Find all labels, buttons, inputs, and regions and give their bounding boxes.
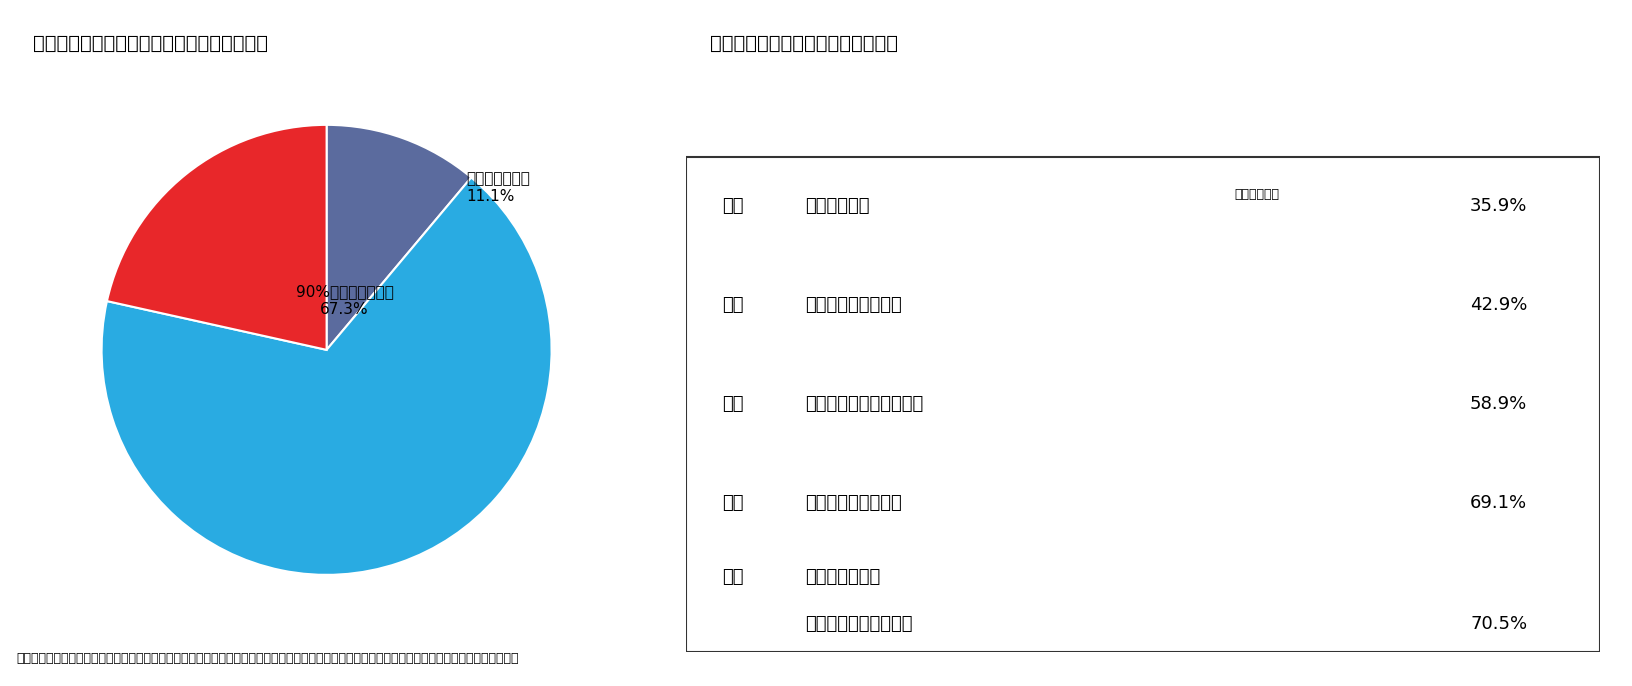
Text: 70.5%: 70.5%: [1469, 615, 1526, 633]
Text: 全てコンプライ
11.1%: 全てコンプライ 11.1%: [465, 172, 530, 204]
Text: 90%未満
21.5%: 90%未満 21.5%: [199, 248, 251, 281]
Text: 【図表１】東証１・２部企業のコンプライ率: 【図表１】東証１・２部企業のコンプライ率: [33, 34, 268, 54]
Text: 取締役会評価: 取締役会評価: [805, 197, 868, 215]
Text: 58.9%: 58.9%: [1469, 395, 1526, 413]
Text: 42.9%: 42.9%: [1469, 296, 1526, 314]
Text: ４．: ４．: [721, 494, 744, 512]
Wedge shape: [326, 125, 472, 350]
Text: 指名・報酬への: 指名・報酬への: [805, 569, 880, 587]
Text: ５．: ５．: [721, 569, 744, 587]
Wedge shape: [106, 125, 326, 350]
Text: ２．: ２．: [721, 296, 744, 314]
Text: 議決権の電子行使等: 議決権の電子行使等: [805, 296, 901, 314]
Wedge shape: [101, 178, 552, 575]
Text: 【図表２】コンプライ率の低い原則: 【図表２】コンプライ率の低い原則: [710, 34, 898, 54]
Text: 90%以上コンプライ
67.3%: 90%以上コンプライ 67.3%: [295, 284, 393, 316]
Text: 中長期業績連動報酬: 中長期業績連動報酬: [805, 494, 901, 512]
Text: 独立社外取締役２名選任: 独立社外取締役２名選任: [805, 395, 922, 413]
Text: いずれも「金融庁第７回『スチュワードシップ・コード及びコーポレートガバナンス・コードのフォローアップ会議』資料２」（東証）より筆者作成: いずれも「金融庁第７回『スチュワードシップ・コード及びコーポレートガバナンス・コ…: [16, 652, 519, 665]
Text: 35.9%: 35.9%: [1469, 197, 1526, 215]
Text: 69.1%: 69.1%: [1469, 494, 1526, 512]
Text: １．: １．: [721, 197, 744, 215]
FancyBboxPatch shape: [685, 156, 1599, 652]
Text: ３．: ３．: [721, 395, 744, 413]
Text: 独立社外取締役の関与: 独立社外取締役の関与: [805, 615, 912, 633]
Text: コンプライ率: コンプライ率: [1234, 187, 1279, 200]
